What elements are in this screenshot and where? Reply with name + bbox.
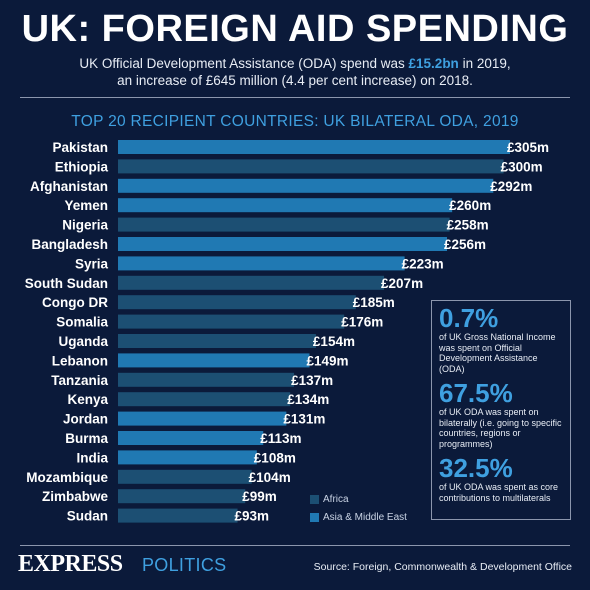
chart-legend: Africa Asia & Middle East	[310, 490, 407, 526]
bar-afghanistan	[118, 178, 494, 193]
value-label-tanzania: £137m	[291, 373, 333, 388]
bar-burma	[118, 431, 264, 445]
stat-gni-text: of UK Gross National Income was spent on…	[439, 332, 556, 374]
value-label-pakistan: £305m	[507, 140, 549, 155]
value-label-afghanistan: £292m	[490, 179, 532, 194]
category-label-uganda: Uganda	[58, 334, 108, 349]
category-label-pakistan: Pakistan	[52, 140, 108, 155]
bar-somalia	[118, 314, 345, 329]
bar-mozambique	[118, 469, 252, 484]
value-label-mozambique: £104m	[249, 470, 291, 485]
category-label-jordan: Jordan	[63, 412, 108, 427]
bar-lebanon	[118, 353, 310, 368]
legend-item-africa: Africa	[310, 490, 407, 508]
value-label-ethiopia: £300m	[501, 159, 543, 174]
top-divider	[20, 97, 570, 98]
category-label-bangladesh: Bangladesh	[31, 237, 108, 252]
intro-text: UK Official Development Assistance (ODA)…	[20, 55, 570, 89]
value-label-uganda: £154m	[313, 334, 355, 349]
value-label-sudan: £93m	[235, 509, 270, 524]
category-label-south-sudan: South Sudan	[25, 276, 108, 291]
category-label-tanzania: Tanzania	[51, 373, 108, 388]
value-label-south-sudan: £207m	[381, 276, 423, 291]
category-label-sudan: Sudan	[67, 509, 108, 524]
category-label-nigeria: Nigeria	[62, 218, 108, 233]
intro-text-line2: an increase of £645 million (4.4 per cen…	[117, 73, 473, 88]
bar-zimbabwe	[118, 489, 246, 504]
intro-text-start: UK Official Development Assistance (ODA)…	[79, 56, 409, 71]
category-label-syria: Syria	[75, 256, 109, 271]
category-label-kenya: Kenya	[67, 392, 108, 407]
value-label-burma: £113m	[260, 431, 301, 446]
section-name: POLITICS	[142, 555, 227, 575]
bar-ethiopia	[118, 159, 504, 174]
value-label-jordan: £131m	[283, 412, 325, 427]
bar-jordan	[118, 411, 287, 426]
stat-multilateral-text: of UK ODA was spent as core contribution…	[439, 482, 559, 503]
category-label-india: India	[76, 450, 108, 465]
category-label-somalia: Somalia	[56, 315, 108, 330]
bar-india	[118, 450, 257, 465]
bar-pakistan	[118, 140, 510, 154]
legend-label-africa: Africa	[323, 493, 349, 505]
value-label-yemen: £260m	[449, 198, 491, 213]
value-label-kenya: £134m	[287, 392, 329, 407]
value-label-nigeria: £258m	[447, 218, 489, 233]
category-label-lebanon: Lebanon	[52, 353, 108, 368]
bar-yemen	[118, 198, 453, 213]
page-title: UK: FOREIGN AID SPENDING	[21, 8, 569, 50]
intro-text-end: in 2019,	[458, 56, 511, 71]
value-label-somalia: £176m	[341, 315, 383, 330]
bar-syria	[118, 256, 405, 271]
bar-nigeria	[118, 217, 450, 232]
bar-uganda	[118, 334, 316, 348]
category-label-congo-dr: Congo DR	[42, 295, 108, 310]
value-label-zimbabwe: £99m	[242, 489, 277, 504]
bar-south-sudan	[118, 275, 385, 290]
bar-bangladesh	[118, 237, 448, 251]
source-note: Source: Foreign, Commonwealth & Developm…	[313, 561, 572, 573]
bar-congo-dr	[118, 295, 356, 310]
value-label-congo-dr: £185m	[353, 295, 395, 310]
value-label-india: £108m	[254, 450, 296, 465]
stats-box: 0.7% of UK Gross National Income was spe…	[431, 300, 571, 520]
category-label-mozambique: Mozambique	[26, 470, 108, 485]
bottom-divider	[20, 545, 570, 546]
bar-sudan	[118, 508, 238, 523]
legend-swatch-africa	[310, 494, 319, 504]
category-label-zimbabwe: Zimbabwe	[42, 489, 109, 504]
legend-swatch-asia-middle-east	[310, 512, 319, 522]
legend-label-asia-middle-east: Asia & Middle East	[323, 511, 407, 523]
stat-gni-value: 0.7%	[439, 303, 499, 333]
brand-logo: EXPRESS	[18, 551, 123, 577]
bar-kenya	[118, 392, 291, 407]
intro-highlight-amount: £15.2bn	[408, 56, 459, 71]
category-label-afghanistan: Afghanistan	[30, 179, 108, 194]
stat-multilateral-value: 32.5%	[439, 453, 513, 483]
value-label-syria: £223m	[402, 256, 444, 271]
category-label-burma: Burma	[65, 431, 108, 446]
stat-bilateral-value: 67.5%	[439, 378, 513, 408]
category-label-yemen: Yemen	[64, 198, 108, 213]
value-label-bangladesh: £256m	[444, 237, 486, 252]
stat-bilateral-text: of UK ODA was spent on bilaterally (i.e.…	[439, 407, 562, 449]
chart-title: TOP 20 RECIPIENT COUNTRIES: UK BILATERAL…	[71, 113, 519, 130]
category-label-ethiopia: Ethiopia	[55, 159, 109, 174]
legend-item-asia-middle-east: Asia & Middle East	[310, 508, 407, 526]
bar-tanzania	[118, 372, 295, 387]
value-label-lebanon: £149m	[307, 353, 349, 368]
